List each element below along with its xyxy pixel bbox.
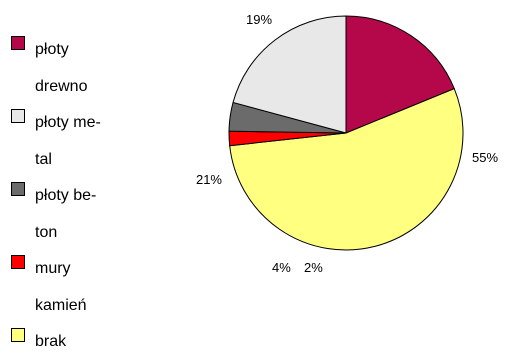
legend-swatch-brak — [11, 328, 25, 342]
pie-slice-płoty-metal — [232, 15, 347, 134]
legend-entry-mury-kamien: mury kamień — [9, 251, 129, 324]
legend-label: brak — [35, 333, 67, 350]
pie-chart: płoty drewno płoty me- tal płoty be- ton… — [11, 12, 498, 350]
legend-swatch-ploty-drewno — [11, 36, 25, 50]
legend-swatch-ploty-beton — [11, 182, 25, 196]
legend-entry-ploty-metal: płoty me- tal — [9, 105, 129, 178]
pie-slice-płoty-drewno — [345, 15, 455, 134]
legend-label: płoty be- — [35, 187, 97, 204]
legend-entry-brak: brak — [9, 324, 129, 361]
legend-swatch-ploty-metal — [11, 109, 25, 123]
legend: płoty drewno płoty me- tal płoty be- ton… — [9, 32, 129, 361]
legend-label: tal — [35, 150, 52, 168]
pie-data-label: 2% — [304, 260, 323, 275]
legend-label: kamień — [35, 296, 87, 314]
legend-entry-ploty-beton: płoty be- ton — [9, 178, 129, 251]
pie-data-label: 21% — [196, 172, 222, 187]
legend-label: drewno — [35, 77, 88, 95]
legend-label: mury — [35, 260, 71, 277]
pie-data-label: 55% — [472, 150, 498, 165]
legend-label: płoty me- — [35, 114, 101, 131]
pie-data-label: 19% — [246, 12, 272, 27]
pie-plot-area: 19% 55% 2% 4% 21% — [196, 12, 498, 275]
pie-slice-brak — [229, 87, 464, 251]
legend-label: płoty — [35, 41, 69, 58]
legend-label: ton — [35, 223, 58, 241]
legend-swatch-mury-kamien — [11, 255, 25, 269]
legend-entry-ploty-drewno: płoty drewno — [9, 32, 129, 105]
pie-data-label: 4% — [272, 260, 291, 275]
